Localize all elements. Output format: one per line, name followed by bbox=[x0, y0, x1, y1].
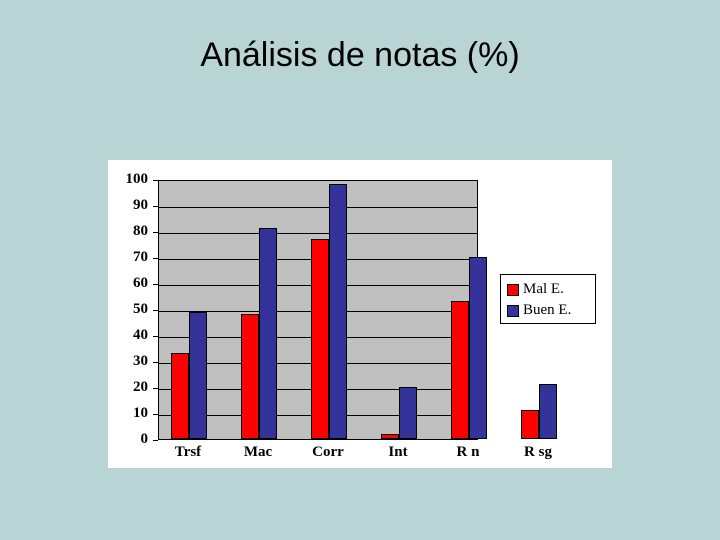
ytick-mark bbox=[153, 258, 158, 259]
bar bbox=[521, 410, 539, 439]
plot-area bbox=[158, 180, 478, 440]
bar bbox=[451, 301, 469, 439]
gridline bbox=[159, 207, 477, 208]
ytick-mark bbox=[153, 336, 158, 337]
ytick-label: 60 bbox=[108, 275, 148, 292]
ytick-label: 20 bbox=[108, 379, 148, 396]
bar bbox=[171, 353, 189, 439]
bar bbox=[189, 312, 207, 439]
ytick-label: 30 bbox=[108, 353, 148, 370]
bar bbox=[259, 228, 277, 439]
ytick-label: 70 bbox=[108, 249, 148, 266]
slide: Análisis de notas (%) Mal E. Buen E. 0 10 2… bbox=[0, 0, 720, 540]
ytick-mark bbox=[153, 388, 158, 389]
legend-item: Mal E. bbox=[507, 281, 564, 298]
gridline bbox=[159, 233, 477, 234]
ytick-mark bbox=[153, 232, 158, 233]
bar bbox=[399, 387, 417, 439]
ytick-label: 90 bbox=[108, 197, 148, 214]
ytick-label: 40 bbox=[108, 327, 148, 344]
xtick-label: Mac bbox=[223, 444, 293, 461]
legend-label: Buen E. bbox=[523, 302, 571, 319]
ytick-mark bbox=[153, 310, 158, 311]
xtick-label: Trsf bbox=[153, 444, 223, 461]
ytick-label: 10 bbox=[108, 405, 148, 422]
page-title: Análisis de notas (%) bbox=[0, 36, 720, 75]
ytick-label: 50 bbox=[108, 301, 148, 318]
legend-swatch bbox=[507, 284, 519, 296]
ytick-label: 100 bbox=[108, 171, 148, 188]
legend-item: Buen E. bbox=[507, 302, 571, 319]
xtick-label: Int bbox=[363, 444, 433, 461]
bar bbox=[329, 184, 347, 439]
ytick-label: 0 bbox=[108, 431, 148, 448]
bar bbox=[469, 257, 487, 439]
bar bbox=[381, 434, 399, 439]
ytick-mark bbox=[153, 206, 158, 207]
ytick-mark bbox=[153, 414, 158, 415]
xtick-label: R n bbox=[433, 444, 503, 461]
bar bbox=[311, 239, 329, 439]
ytick-mark bbox=[153, 440, 158, 441]
legend: Mal E. Buen E. bbox=[500, 274, 596, 324]
xtick-label: Corr bbox=[293, 444, 363, 461]
legend-swatch bbox=[507, 305, 519, 317]
xtick-label: R sg bbox=[503, 444, 573, 461]
ytick-label: 80 bbox=[108, 223, 148, 240]
legend-label: Mal E. bbox=[523, 281, 564, 298]
chart-frame: Mal E. Buen E. 0 10 20 30 40 50 60 70 80 90 100 Trsf… bbox=[108, 160, 612, 468]
ytick-mark bbox=[153, 362, 158, 363]
bar bbox=[539, 384, 557, 439]
ytick-mark bbox=[153, 284, 158, 285]
bar bbox=[241, 314, 259, 439]
ytick-mark bbox=[153, 180, 158, 181]
